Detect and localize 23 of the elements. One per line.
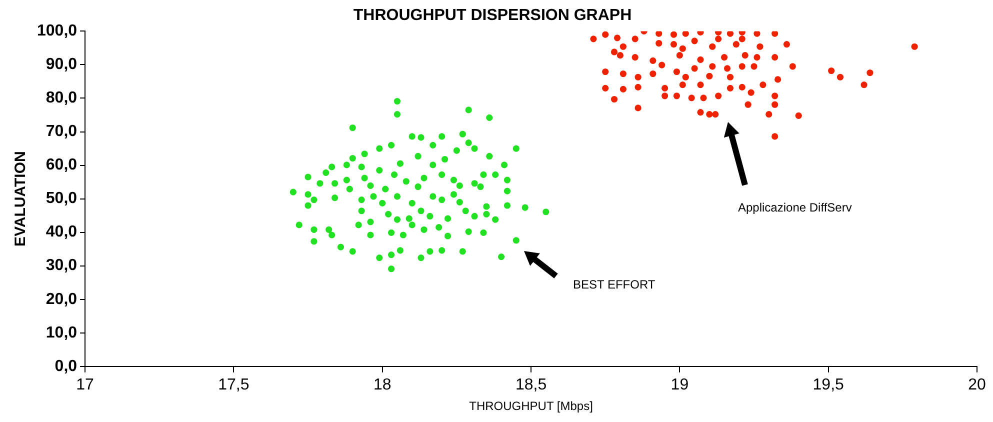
y-tick-label: 20,0 [46,290,78,308]
y-tick-label: 10,0 [46,324,78,342]
y-tick-label: 90,0 [46,56,78,74]
y-tick-label: 0,0 [54,358,78,375]
x-tick-label: 17 [76,376,94,394]
x-tick-label: 19,5 [812,376,844,394]
y-tick-label: 40,0 [46,224,78,241]
annotation: Applicazione DiffServ [738,200,852,214]
y-tick-label: 70,0 [46,123,78,140]
y-tick-label: 50,0 [46,190,78,208]
x-tick-label: 19 [670,376,689,394]
annotation: BEST EFFORT [573,277,656,292]
x-tick-label: 18 [373,376,392,394]
y-tick-label: 80,0 [46,90,78,107]
y-tick-label: 60,0 [46,156,78,174]
chart-title: THROUGHPUT DISPERSION GRAPH [353,7,632,24]
x-tick-label: 20 [968,376,986,394]
x-tick-label: 18,5 [515,376,547,394]
y-axis-title: EVALUATION [12,151,30,246]
x-axis-title: THROUGHPUT [Mbps] [469,399,593,414]
y-tick-label: 30,0 [46,257,78,274]
y-tick-label: 100,0 [36,22,78,40]
x-tick-label: 17,5 [218,376,250,394]
